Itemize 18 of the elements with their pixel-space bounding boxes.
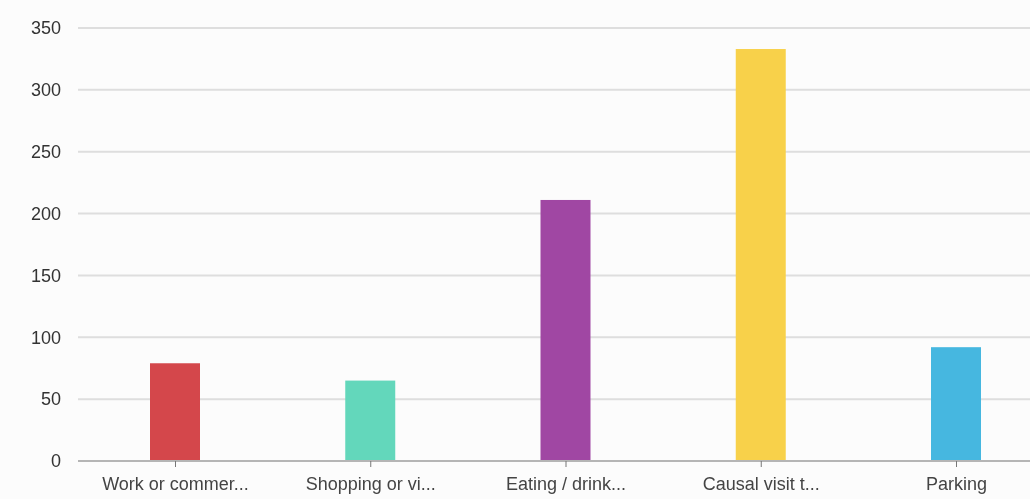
y-tick-label: 100	[30, 327, 61, 348]
bar	[735, 49, 786, 461]
y-tick-label: 250	[30, 141, 61, 162]
x-tick-label: Causal visit t...	[702, 473, 820, 494]
x-tick-label: Work or commer...	[102, 473, 249, 494]
y-tick-label: 50	[40, 389, 61, 410]
bar	[931, 347, 981, 461]
x-tick-label: Parking	[925, 473, 988, 494]
y-tick-label: 300	[30, 80, 61, 101]
x-tick-label: Eating / drink...	[505, 473, 627, 494]
bar	[150, 363, 200, 461]
bar	[345, 380, 396, 461]
y-tick-label: 200	[30, 203, 61, 224]
bar	[540, 199, 591, 461]
x-tick-label: Shopping or vi...	[305, 473, 436, 494]
y-tick-label: 350	[30, 18, 61, 39]
y-tick-label: 0	[50, 451, 61, 472]
y-tick-label: 150	[30, 265, 61, 286]
